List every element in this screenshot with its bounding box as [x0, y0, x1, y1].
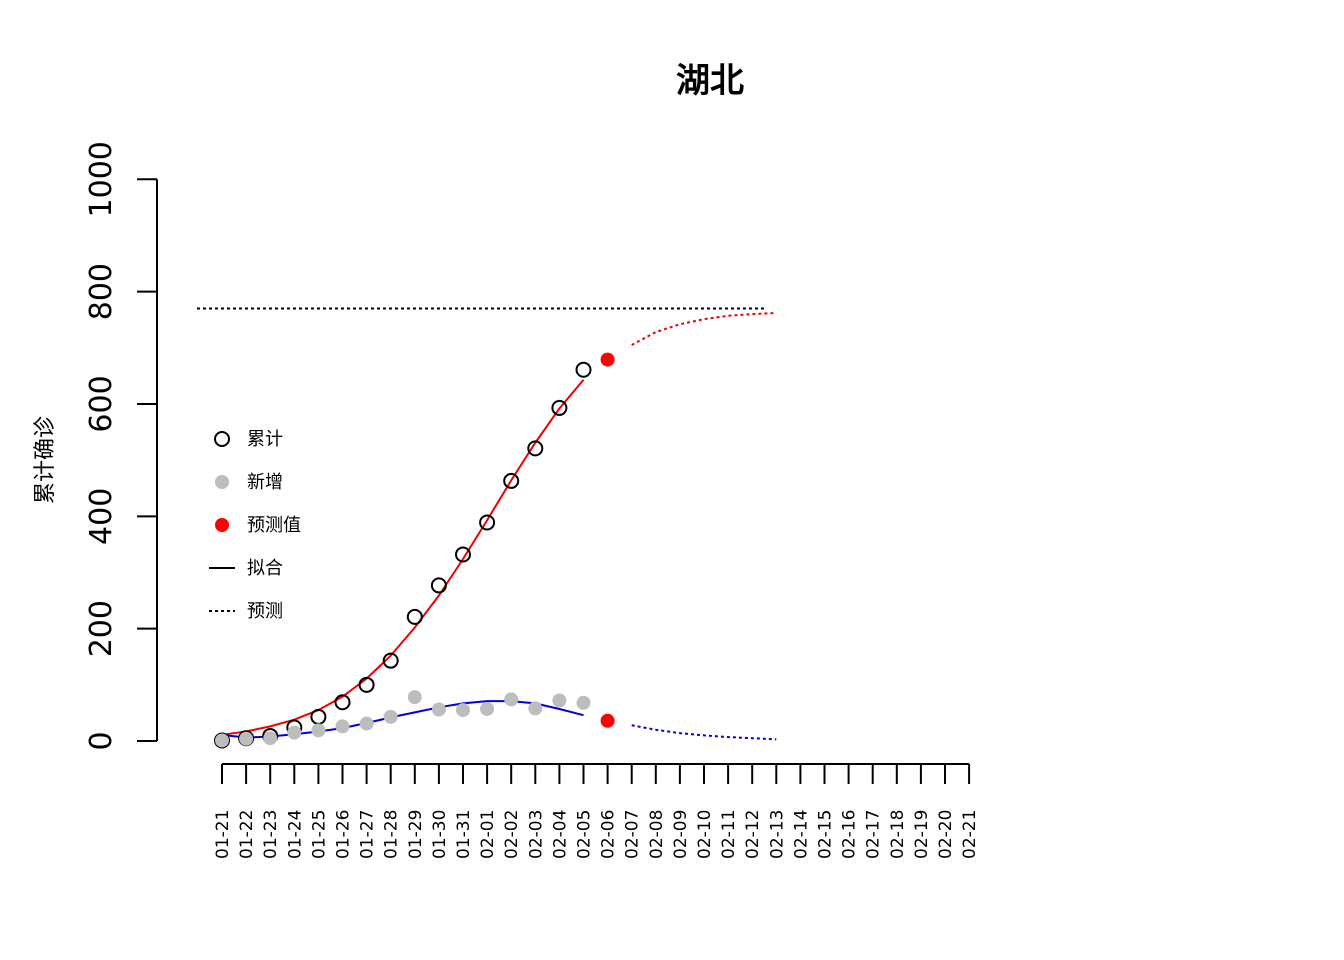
x-tick-label: 02-17: [864, 810, 884, 859]
data-point: [527, 440, 544, 457]
data-point: [456, 703, 470, 718]
x-tick-label: 02-20: [936, 810, 956, 859]
y-axis: 0 200 400 600 800 1000: [84, 141, 158, 751]
chart-title: 湖北: [676, 61, 744, 101]
data-point: [479, 514, 496, 531]
data-point: [407, 690, 422, 705]
forecast-line: [631, 311, 777, 346]
data-point: [239, 731, 254, 746]
x-tick-label: 01-28: [382, 810, 402, 859]
legend-label: 拟合: [247, 558, 283, 579]
data-point: [551, 399, 568, 416]
x-tick-label: 02-12: [743, 810, 763, 859]
data-point: [528, 701, 543, 716]
x-tick-label: 02-19: [912, 810, 932, 859]
data-point: [552, 693, 567, 708]
x-tick-label: 01-26: [334, 810, 354, 859]
y-tick-label: 400: [84, 488, 119, 545]
forecast-line: [631, 724, 777, 741]
x-tick-label: 01-31: [454, 810, 474, 859]
legend-marker: [214, 431, 230, 447]
data-point: [311, 723, 326, 738]
x-tick-label: 02-02: [502, 810, 522, 859]
data-point: [575, 361, 592, 378]
data-point: [430, 577, 447, 594]
data-point: [358, 676, 375, 693]
y-tick-label: 800: [84, 263, 119, 320]
y-tick-label: 200: [84, 600, 119, 657]
y-axis-label: 累计确诊: [33, 416, 58, 504]
x-tick-label: 01-25: [309, 810, 329, 859]
x-tick-label: 02-08: [647, 810, 667, 859]
x-tick-label: 02-10: [695, 810, 715, 859]
data-point: [383, 709, 398, 724]
x-tick-label: 02-13: [767, 810, 787, 859]
x-tick-label: 01-22: [237, 810, 257, 859]
x-tick-label: 01-27: [358, 810, 378, 859]
fit-line: [221, 700, 584, 739]
x-tick-label: 01-23: [261, 810, 281, 859]
x-tick-label: 01-29: [406, 810, 426, 859]
plot-points: [214, 352, 615, 749]
data-point: [503, 472, 520, 489]
legend-marker: [215, 475, 229, 489]
plot-lines: [197, 307, 777, 741]
data-point: [480, 701, 495, 716]
data-point: [600, 352, 615, 367]
x-axis: 01-21 01-22 01-23 01-24 01-25 01-26 01-27 01-28…: [213, 763, 980, 859]
data-point: [600, 713, 615, 728]
x-tick-label: 02-04: [550, 810, 570, 859]
x-tick-label: 02-05: [575, 810, 595, 859]
data-point: [359, 716, 374, 731]
data-point: [287, 725, 302, 740]
data-point: [576, 695, 591, 710]
y-tick-label: 0: [84, 731, 119, 750]
x-tick-label: 01-30: [430, 810, 450, 859]
data-point: [455, 546, 471, 563]
x-tick-label: 02-03: [526, 810, 546, 859]
legend-label: 预测: [247, 601, 283, 622]
data-point: [310, 708, 327, 725]
x-tick-label: 02-15: [816, 810, 836, 859]
y-tick-label: 600: [84, 375, 119, 432]
data-point: [215, 733, 229, 748]
data-point: [382, 652, 399, 669]
x-tick-label: 02-21: [960, 810, 980, 859]
x-tick-label: 01-21: [213, 810, 233, 859]
fit-line: [221, 379, 585, 736]
y-tick-label: 1000: [84, 141, 119, 217]
legend-label: 累计: [247, 429, 283, 450]
x-tick-label: 02-06: [599, 810, 619, 859]
data-point: [504, 692, 519, 707]
data-point: [263, 731, 278, 746]
x-tick-label: 02-07: [623, 810, 643, 859]
x-tick-label: 02-16: [840, 810, 860, 859]
data-point: [431, 702, 446, 717]
legend-marker: [215, 518, 229, 532]
data-point: [406, 608, 423, 625]
x-tick-label: 02-01: [478, 810, 498, 859]
x-tick-label: 02-18: [888, 810, 908, 859]
x-tick-label: 02-11: [719, 810, 739, 859]
x-tick-label: 01-24: [285, 810, 305, 859]
data-point: [335, 719, 350, 734]
x-tick-label: 02-09: [671, 810, 691, 859]
x-tick-label: 02-14: [791, 810, 811, 859]
data-point: [334, 694, 351, 711]
legend-label: 新增: [247, 472, 283, 493]
legend-label: 预测值: [247, 515, 301, 536]
